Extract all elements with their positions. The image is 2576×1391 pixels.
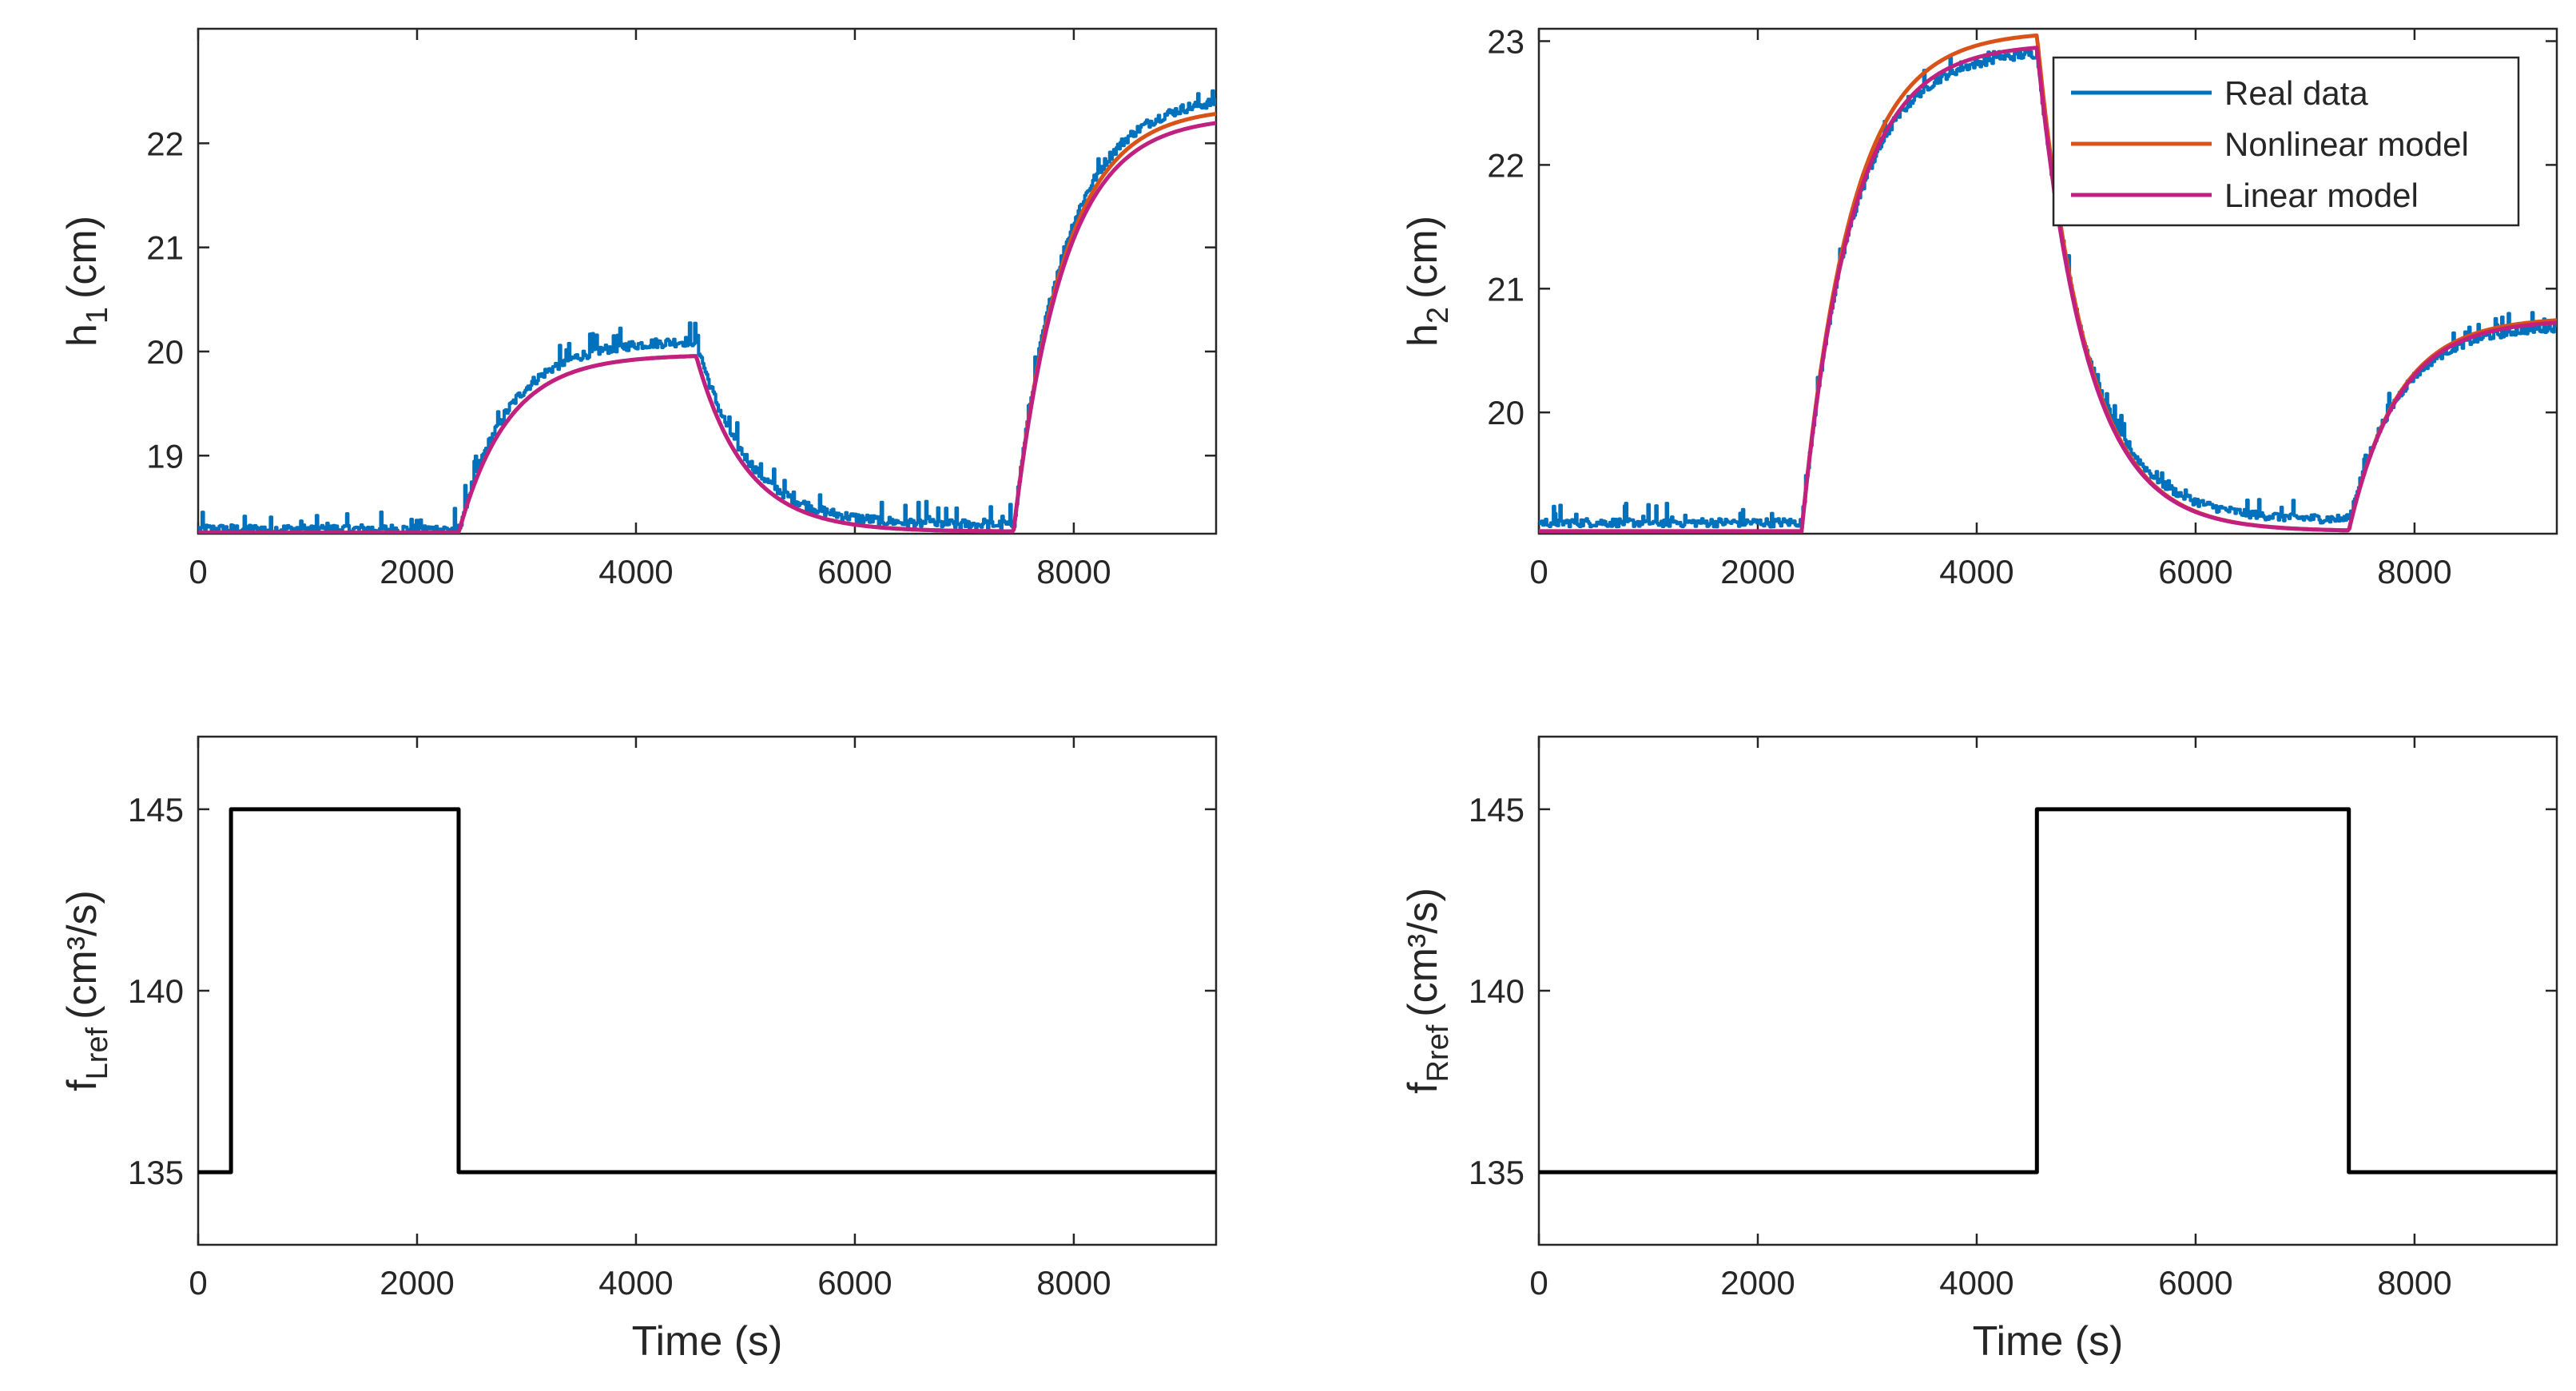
x-tick-label: 4000 xyxy=(1939,1264,2013,1302)
series-group xyxy=(198,807,1216,1174)
y-axis-label-main: f xyxy=(59,1079,105,1091)
y-tick-label: 20 xyxy=(1487,394,1525,431)
axes-box xyxy=(197,735,1218,1246)
y-tick-label: 23 xyxy=(1487,22,1525,60)
series-group xyxy=(1539,807,2557,1174)
legend: Real data Nonlinear model Linear model xyxy=(2052,56,2520,227)
y-tick-label: 19 xyxy=(146,437,184,475)
y-tick-label: 135 xyxy=(1469,1154,1525,1191)
x-axis-label: Time (s) xyxy=(632,1318,783,1365)
y-tick-label: 140 xyxy=(1469,972,1525,1010)
x-tick-label: 4000 xyxy=(598,553,673,590)
y-tick-label: 22 xyxy=(1487,146,1525,184)
series-group xyxy=(198,89,1216,534)
x-tick-label: 0 xyxy=(189,553,207,590)
series-f-lref xyxy=(198,807,1216,1174)
legend-label: Nonlinear model xyxy=(2224,125,2469,163)
x-tick-label: 8000 xyxy=(2377,553,2451,590)
x-tick-label: 6000 xyxy=(817,1264,892,1302)
series-linear-model xyxy=(1539,46,2557,534)
y-axis-label: h2 (cm) xyxy=(1400,216,1455,347)
y-axis-label-unit: (cm³/s) xyxy=(59,890,105,1019)
x-tick-label: 6000 xyxy=(817,553,892,590)
series-group xyxy=(1539,33,2557,534)
y-axis-label-unit: (cm) xyxy=(1400,216,1446,299)
chart-h2: 0 2000 4000 6000 8000 20 21 22 23 h2 (cm) Real data… xyxy=(1400,22,2558,590)
y-tick-label: 145 xyxy=(128,791,184,829)
y-tick-label: 20 xyxy=(146,333,184,371)
x-tick-label: 4000 xyxy=(598,1264,673,1302)
x-tick-label: 2000 xyxy=(380,1264,454,1302)
axes-box xyxy=(1537,735,2558,1246)
x-tick-label: 0 xyxy=(1529,553,1548,590)
y-axis-label-main: h xyxy=(59,324,105,347)
y-axis-label-sub: 2 xyxy=(1421,307,1455,324)
x-tick-label: 2000 xyxy=(380,553,454,590)
y-axis-label-main: f xyxy=(1400,1082,1446,1094)
x-tick-label: 2000 xyxy=(1720,553,1795,590)
legend-label: Linear model xyxy=(2224,177,2419,214)
y-axis-label-unit: (cm) xyxy=(59,216,105,299)
axes-box xyxy=(197,27,1218,535)
chart-fR: 0 2000 4000 6000 8000 135 140 145 fRref (cm³/s) Ti… xyxy=(1400,735,2558,1365)
legend-label: Real data xyxy=(2224,74,2368,112)
x-tick-label: 8000 xyxy=(1036,1264,1111,1302)
x-tick-label: 6000 xyxy=(2158,553,2232,590)
y-axis-label-sub: Lref xyxy=(81,1027,114,1079)
series-f-rref xyxy=(1539,807,2557,1174)
chart-fL: 0 2000 4000 6000 8000 135 140 145 fLref (cm³/s) Ti… xyxy=(59,735,1218,1365)
y-tick-label: 22 xyxy=(146,125,184,162)
y-axis-label: h1 (cm) xyxy=(59,216,114,347)
x-axis-label: Time (s) xyxy=(1973,1318,2124,1365)
x-tick-label: 8000 xyxy=(2377,1264,2451,1302)
y-axis-label: fLref (cm³/s) xyxy=(59,890,114,1091)
y-axis-label-sub: 1 xyxy=(81,307,114,324)
x-tick-label: 6000 xyxy=(2158,1264,2232,1302)
x-tick-label: 0 xyxy=(189,1264,207,1302)
y-tick-label: 21 xyxy=(146,229,184,267)
y-axis-label: fRref (cm³/s) xyxy=(1400,888,1455,1094)
x-tick-label: 0 xyxy=(1529,1264,1548,1302)
y-tick-label: 135 xyxy=(128,1154,184,1191)
x-tick-label: 8000 xyxy=(1036,553,1111,590)
x-tick-label: 2000 xyxy=(1720,1264,1795,1302)
y-axis-label-sub: Rref xyxy=(1421,1024,1455,1082)
y-axis-label-main: h xyxy=(1400,324,1446,347)
x-tick-label: 4000 xyxy=(1939,553,2013,590)
chart-h1: 0 2000 4000 6000 8000 19 20 21 22 h1 (cm) xyxy=(59,27,1218,590)
y-axis-label-unit: (cm³/s) xyxy=(1400,888,1446,1017)
legend-box xyxy=(2052,56,2520,227)
series-linear-model xyxy=(198,121,1216,534)
y-tick-label: 21 xyxy=(1487,270,1525,308)
y-tick-label: 145 xyxy=(1469,791,1525,829)
y-tick-label: 140 xyxy=(128,972,184,1010)
